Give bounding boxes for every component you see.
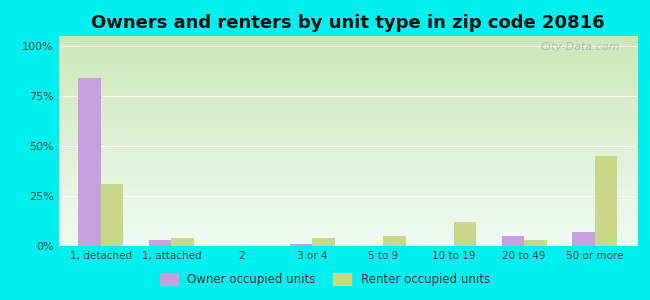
Bar — [454, 222, 476, 246]
Bar — [572, 232, 595, 246]
Bar — [149, 240, 172, 246]
Bar — [172, 238, 194, 246]
Bar — [595, 156, 618, 246]
Bar — [313, 238, 335, 246]
Bar — [290, 244, 313, 246]
Text: City-Data.com: City-Data.com — [540, 42, 619, 52]
Bar — [78, 78, 101, 246]
Legend: Owner occupied units, Renter occupied units: Owner occupied units, Renter occupied un… — [155, 268, 495, 291]
Title: Owners and renters by unit type in zip code 20816: Owners and renters by unit type in zip c… — [91, 14, 604, 32]
Bar — [101, 184, 124, 246]
Bar — [502, 236, 524, 246]
Bar — [524, 240, 547, 246]
Bar — [383, 236, 406, 246]
